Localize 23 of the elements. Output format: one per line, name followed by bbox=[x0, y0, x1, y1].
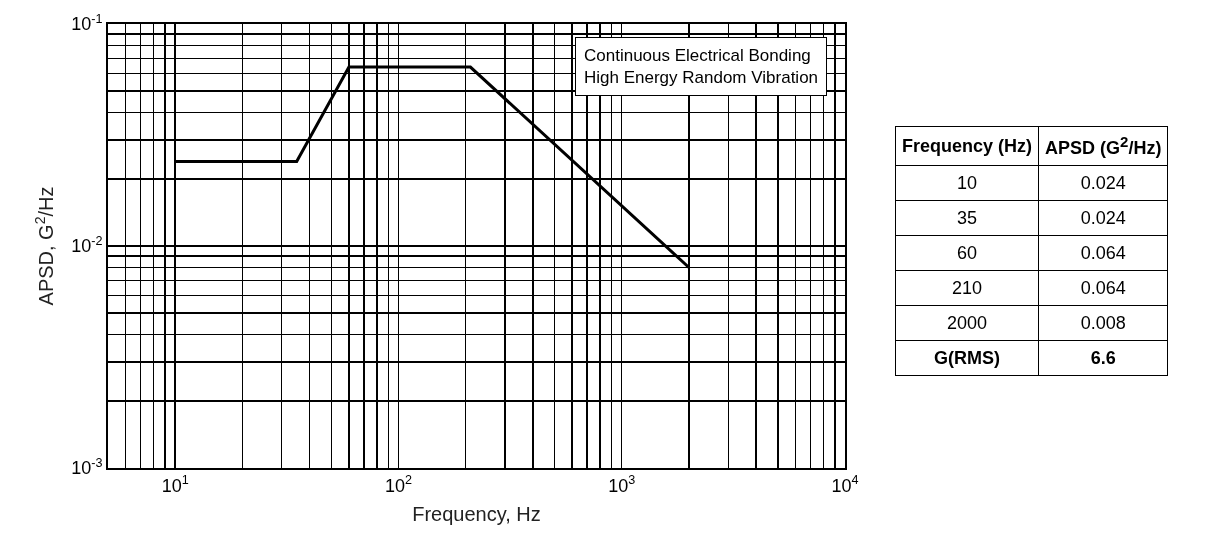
y-tick-label: 10$^{-2}$ bbox=[71, 233, 103, 257]
text: 10 bbox=[895, 165, 1039, 201]
text: 0.024 bbox=[1038, 165, 1168, 201]
text: APSD (G$^{2}$/Hz) bbox=[1038, 126, 1168, 166]
text: 0.024 bbox=[1038, 200, 1168, 236]
text: 2000 bbox=[895, 305, 1039, 341]
annotation: Continuous Electrical Bonding High Energy Random Vibration bbox=[584, 46, 819, 88]
x-tick-label: 10$^{3}$ bbox=[608, 473, 636, 496]
text: 60 bbox=[895, 235, 1039, 271]
text: 0.064 bbox=[1038, 270, 1168, 306]
x-tick-label: 10$^{2}$ bbox=[384, 473, 412, 496]
text: 0.064 bbox=[1038, 235, 1168, 271]
text: 6.6 bbox=[1038, 340, 1168, 376]
text: Frequency (Hz) bbox=[895, 126, 1039, 166]
text: 210 bbox=[895, 270, 1039, 306]
y-tick-label: 10$^{-1}$ bbox=[71, 11, 103, 35]
x-tick-label: 10$^{1}$ bbox=[161, 473, 189, 496]
x-tick-label: 10$^{4}$ bbox=[831, 473, 859, 496]
y-tick-label: 10$^{-3}$ bbox=[71, 455, 103, 479]
text: 35 bbox=[895, 200, 1039, 236]
x-axis-title: Frequency, Hz bbox=[412, 502, 541, 525]
text: G(RMS) bbox=[895, 340, 1039, 376]
text: 0.008 bbox=[1038, 305, 1168, 341]
